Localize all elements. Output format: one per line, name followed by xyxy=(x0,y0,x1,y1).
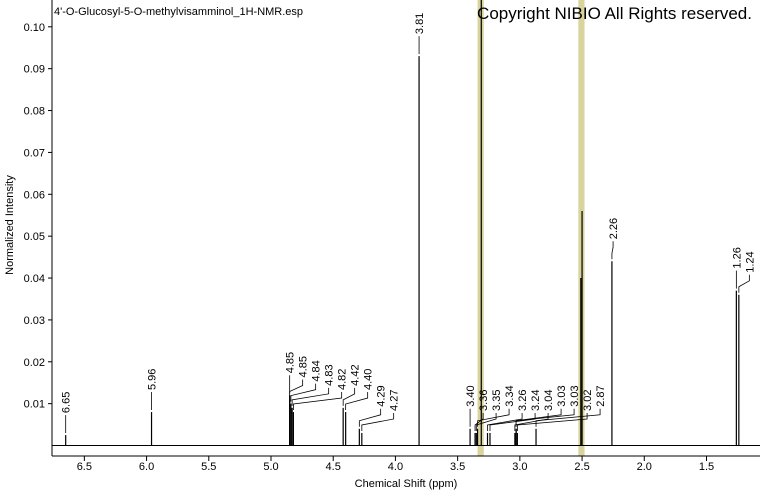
solvent-band xyxy=(477,0,484,456)
x-tick-label: 1.5 xyxy=(699,461,714,473)
x-tick-label: 5.5 xyxy=(201,461,216,473)
x-tick-label: 4.0 xyxy=(388,461,403,473)
y-tick-label: 0.04 xyxy=(24,273,45,285)
peak-leader xyxy=(515,408,575,427)
peak-leader xyxy=(290,383,317,402)
peak-leader xyxy=(535,408,601,427)
peak-label: 4.42 xyxy=(350,364,362,385)
peak-label: 5.96 xyxy=(147,369,159,390)
x-tick-label: 3.5 xyxy=(450,461,465,473)
peak-leader xyxy=(358,408,382,427)
peak-label: 1.26 xyxy=(731,247,743,268)
y-tick-label: 0.03 xyxy=(24,315,45,327)
peak-label: 4.27 xyxy=(389,390,401,411)
peak-leader xyxy=(291,387,330,406)
x-tick-label: 3.0 xyxy=(512,461,527,473)
peak-label: 3.04 xyxy=(543,390,555,411)
peak-leader xyxy=(477,408,510,427)
peak-label: 3.24 xyxy=(530,390,542,411)
bands xyxy=(477,0,585,456)
x-tick-label: 2.5 xyxy=(574,461,589,473)
peak-leader xyxy=(738,274,750,293)
y-tick-label: 0.07 xyxy=(24,147,45,159)
peak-label: 3.40 xyxy=(465,385,477,406)
peak-label: 3.36 xyxy=(478,390,490,411)
peak-leader xyxy=(361,412,395,431)
peak-leader xyxy=(611,241,614,260)
y-tick-label: 0.10 xyxy=(24,22,45,34)
peak-label: 3.03 xyxy=(569,385,581,406)
peak-label: 4.84 xyxy=(311,360,323,381)
y-tick-label: 0.02 xyxy=(24,357,45,369)
peak-leader xyxy=(514,412,549,431)
peak-label: 3.26 xyxy=(517,390,529,411)
chart-title: 4'-O-Glucosyl-5-O-methylvisamminol_1H-NM… xyxy=(54,6,303,18)
solvent-band xyxy=(578,0,585,456)
peak-label: 6.65 xyxy=(61,392,73,413)
peak-leader xyxy=(489,412,536,431)
peak-label: 3.34 xyxy=(504,385,516,406)
y-axis-label: Normalized Intensity xyxy=(4,175,16,275)
peak-label: 1.24 xyxy=(744,251,756,272)
peak-label: 4.85 xyxy=(285,352,297,373)
peak-label: 4.40 xyxy=(363,369,375,390)
peak-leader xyxy=(475,412,497,431)
y-tick-label: 0.01 xyxy=(24,399,45,411)
peak-label: 2.87 xyxy=(595,385,607,406)
peak-leader xyxy=(292,392,343,411)
y-tick-label: 0.05 xyxy=(24,231,45,243)
x-tick-label: 6.5 xyxy=(77,461,92,473)
peak-label: 4.83 xyxy=(324,364,336,385)
peak-label: 4.29 xyxy=(376,385,388,406)
x-tick-label: 5.0 xyxy=(263,461,278,473)
peak-label: 4.82 xyxy=(337,369,349,390)
y-tick-label: 0.09 xyxy=(24,64,45,76)
peak-leader xyxy=(342,387,356,406)
peak-leader xyxy=(289,379,304,398)
peak-label: 3.81 xyxy=(414,13,426,34)
spectrum xyxy=(52,0,760,447)
peak-label: 3.35 xyxy=(491,390,503,411)
peak-label: 3.02 xyxy=(582,390,594,411)
y-tick-label: 0.08 xyxy=(24,106,45,118)
peak-leader xyxy=(474,412,484,431)
peak-leader xyxy=(487,412,523,431)
peak-label: 4.85 xyxy=(298,356,310,377)
x-axis-label: Chemical Shift (ppm) xyxy=(355,478,458,490)
x-tick-label: 4.5 xyxy=(326,461,341,473)
peak-leader xyxy=(345,392,369,411)
x-tick-label: 2.0 xyxy=(637,461,652,473)
copyright: Copyright NIBIO All Rights reserved. xyxy=(477,4,752,23)
x-tick-label: 6.0 xyxy=(139,461,154,473)
peak-label: 2.26 xyxy=(608,218,620,239)
y-tick-label: 0.06 xyxy=(24,189,45,201)
peak-label: 3.03 xyxy=(556,385,568,406)
